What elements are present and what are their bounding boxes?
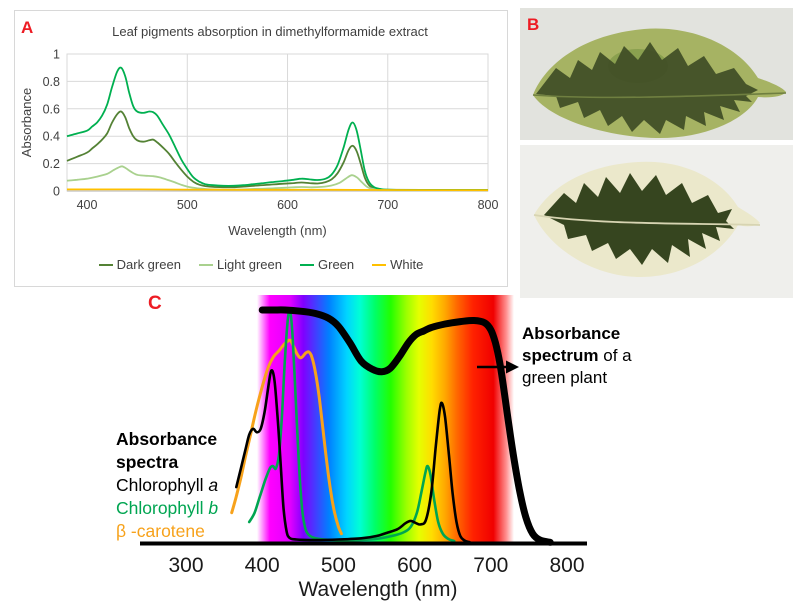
y-tick-label: 0.2: [43, 157, 60, 171]
chart-c-plot: 300 400 500 600 700 800 Wavelength (nm): [140, 295, 587, 601]
green-leaf-image: [520, 8, 793, 140]
curve-chlorophyll-b: [247, 308, 456, 543]
leaf-dark-patch: [544, 173, 734, 265]
curve--carotene: [230, 338, 343, 536]
legend-swatch: [300, 263, 314, 266]
leaf-midrib: [532, 92, 787, 99]
legend-item-dark-green: Dark green: [98, 257, 181, 272]
curve-absorbance-spectrum-of-a-green-plant: [258, 306, 554, 546]
caption-beta-carotene: β -carotene: [116, 521, 205, 541]
x-tick-label: 300: [168, 554, 203, 577]
series-light-green: [66, 165, 488, 192]
panel-b: B: [520, 8, 795, 298]
y-tick-label: 0: [53, 185, 60, 199]
annotation-arrow: [477, 360, 519, 374]
chart-a-title: Leaf pigments absorption in dimethylform…: [112, 24, 428, 39]
x-tick-label: 600: [277, 198, 298, 212]
leaf-midrib: [533, 214, 761, 226]
series-dark-green: [66, 110, 488, 191]
panel-b-label: B: [527, 15, 540, 34]
legend-label: Green: [318, 257, 355, 272]
legend-label: Dark green: [116, 257, 181, 272]
chart-c-spectra-caption: Absorbance spectra Chlorophyll a Chlorop…: [116, 428, 218, 543]
y-tick-label: 0.6: [43, 102, 60, 116]
x-tick-label: 400: [77, 198, 98, 212]
leaf-photo-top: [520, 8, 793, 145]
legend-swatch: [198, 263, 213, 266]
curve-chlorophyll-a: [235, 369, 471, 544]
caption-chlorophyll-a: Chlorophyll a: [116, 475, 219, 495]
y-axis-title: Absorbance: [19, 88, 34, 157]
y-tick-label: 0.8: [43, 75, 60, 89]
panel-c: C: [0, 290, 795, 603]
x-tick-label: 500: [177, 198, 198, 212]
legend-item-green: Green: [300, 257, 354, 272]
chart-a-plot: 0 0.2 0.4 0.6 0.8 1 400 500 600 700 800 Wavelength …: [19, 48, 499, 239]
x-tick-label: 500: [321, 554, 356, 577]
x-tick-label: 600: [397, 554, 432, 577]
leaf-dark-patch: [536, 42, 758, 134]
legend-label: Light green: [216, 257, 282, 272]
series-green: [66, 66, 488, 191]
x-tick-label: 700: [473, 554, 508, 577]
legend-item-white: White: [372, 257, 423, 272]
x-axis-title: Wavelength (nm): [228, 223, 327, 238]
x-tick-label: 400: [245, 554, 280, 577]
visible-spectrum-band: [257, 295, 514, 543]
caption-title-line: spectra: [116, 452, 179, 472]
y-tick-label: 1: [53, 48, 60, 62]
x-axis-title: Wavelength (nm): [298, 578, 457, 601]
caption-title-line: Absorbance: [116, 429, 218, 449]
white-leaf-image: [520, 145, 793, 298]
x-tick-label: 800: [478, 198, 499, 212]
y-tick-label: 0.4: [43, 130, 60, 144]
panel-a: A Leaf pigments absorption in dimethylfo…: [14, 10, 508, 287]
series-white: [67, 188, 489, 192]
panel-a-label: A: [21, 18, 34, 37]
panel-c-label: C: [148, 293, 162, 314]
legend-swatch: [372, 263, 387, 266]
legend-item-light-green: Light green: [198, 257, 282, 272]
caption-chlorophyll-b: Chlorophyll b: [116, 498, 219, 518]
chart-a-legend: Dark green Light green Green White: [15, 257, 507, 272]
legend-label: White: [390, 257, 424, 272]
legend-swatch: [98, 263, 113, 266]
chart-c-plant-caption: Absorbance spectrum of a green plant: [522, 324, 632, 387]
x-tick-label: 700: [377, 198, 398, 212]
x-tick-label: 800: [549, 554, 584, 577]
leaf-photo-bottom: [520, 145, 793, 303]
